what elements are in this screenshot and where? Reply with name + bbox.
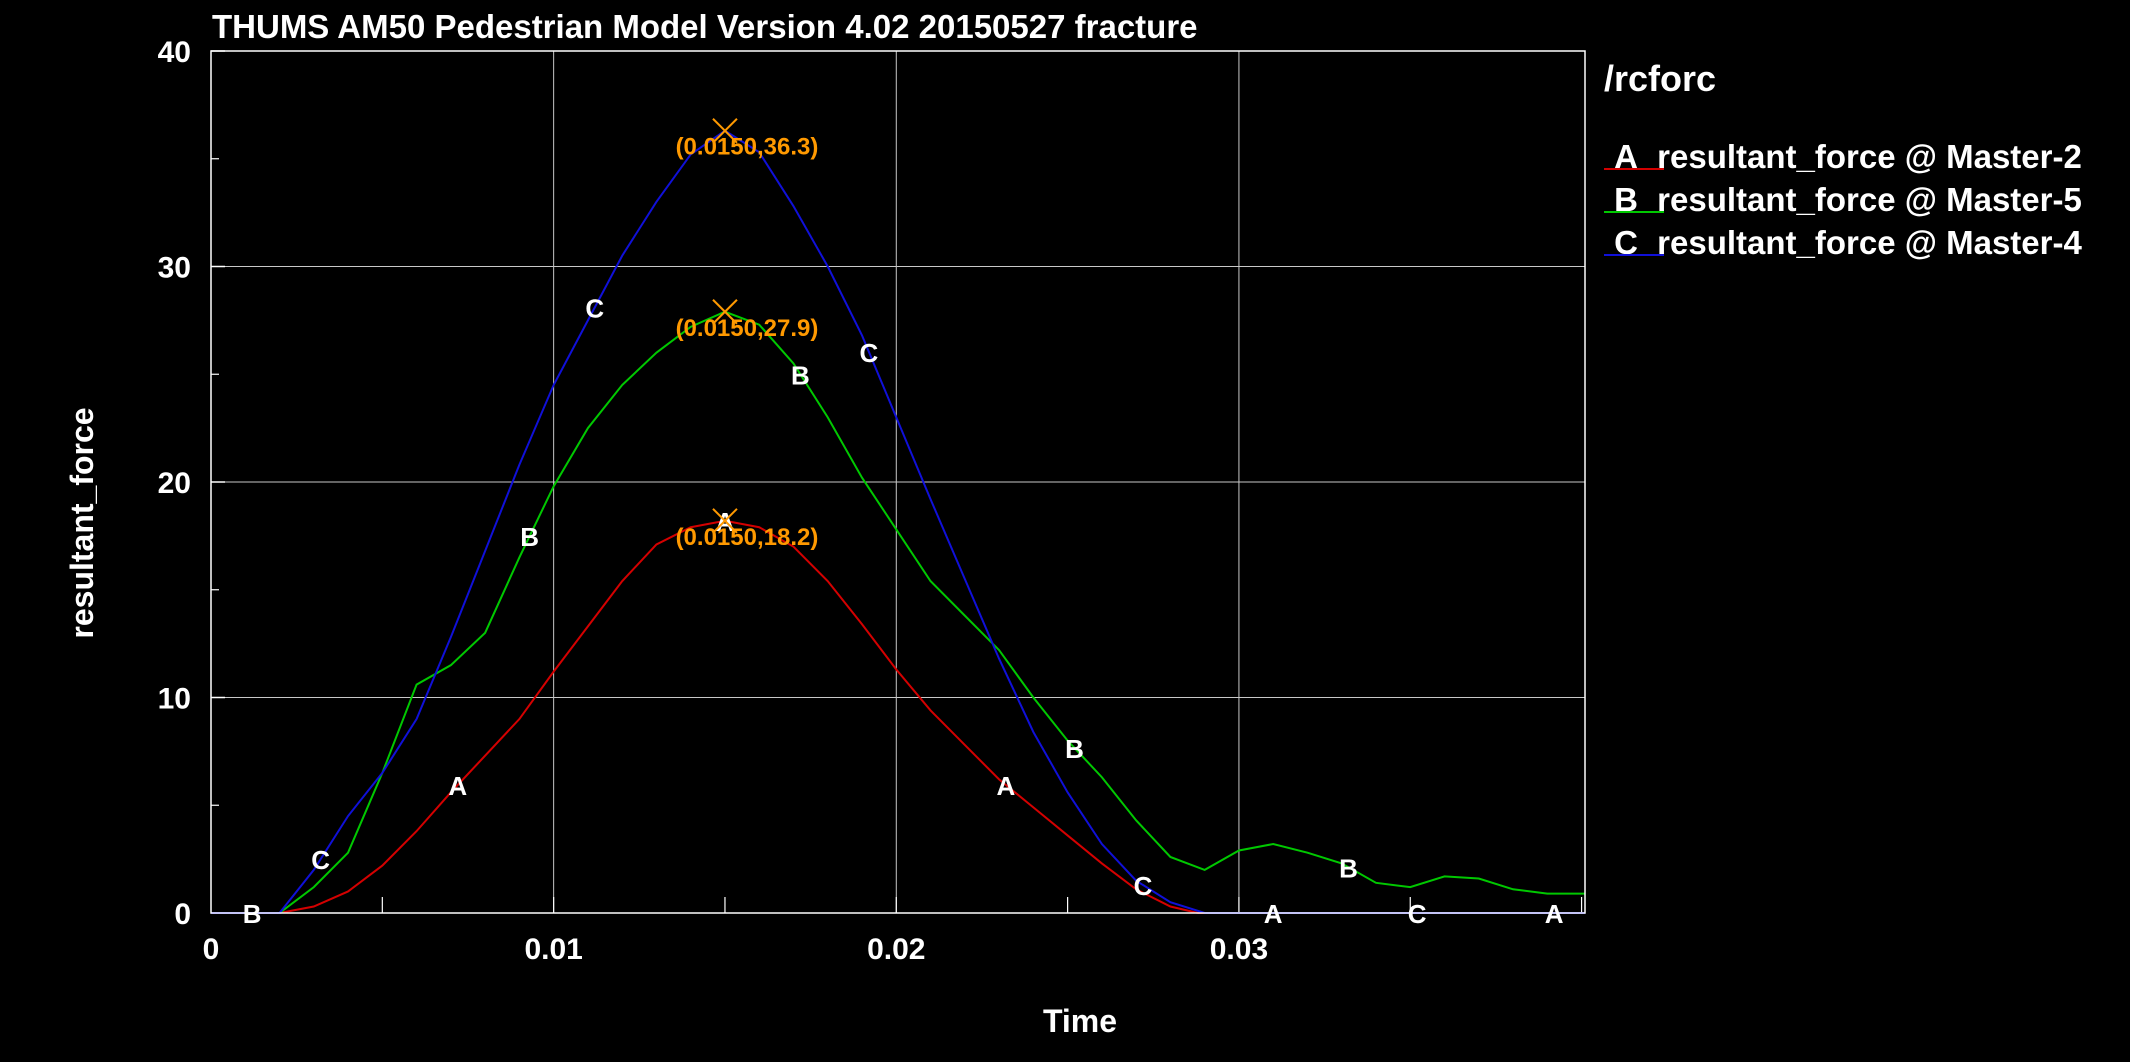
series-marker-label: C	[311, 845, 330, 875]
x-tick-label: 0.01	[524, 933, 582, 966]
peak-marker	[712, 299, 738, 325]
y-tick-label: 40	[158, 36, 191, 69]
x-tick-label: 0.02	[867, 933, 925, 966]
series-marker-label: B	[1065, 734, 1084, 764]
y-tick-label: 0	[174, 898, 191, 931]
legend-label-a: resultant_force @ Master-2	[1657, 138, 2082, 175]
y-tick-label: 20	[158, 467, 191, 500]
series-marker-label: B	[791, 360, 810, 390]
legend-line-a	[1604, 168, 1664, 170]
x-tick-label: 0	[203, 933, 220, 966]
series-marker-label: B	[520, 522, 539, 552]
series-line-c	[211, 129, 1585, 914]
legend-letter-c: C	[1614, 224, 1638, 261]
legend-item-c: C resultant_force @ Master-4	[1604, 224, 2082, 267]
plot-frame	[210, 50, 1586, 914]
legend-item-a: A resultant_force @ Master-2	[1604, 138, 2082, 181]
series-marker-label: A	[1545, 899, 1564, 929]
legend-title: /rcforc	[1604, 58, 1717, 99]
series-marker-label: A	[997, 771, 1016, 801]
series-line-a	[211, 519, 1585, 914]
legend-line-b	[1604, 211, 1664, 213]
y-axis-label: resultant_force	[64, 407, 100, 638]
series-marker-label: C	[1408, 899, 1427, 929]
y-tick-label: 30	[158, 252, 191, 285]
peak-annotation-label: (0.0150,18.2)	[676, 524, 819, 551]
series-lines	[211, 129, 1585, 914]
series-marker-label: B	[243, 899, 262, 929]
axis-ticks: 0 0.01 0.02 0.03 0 10 20 30 40	[158, 36, 1583, 966]
series-marker-label: B	[1339, 853, 1358, 883]
grid	[211, 51, 1585, 913]
legend-letter-a: A	[1614, 138, 1638, 175]
chart-title: THUMS AM50 Pedestrian Model Version 4.02…	[212, 8, 1198, 45]
series-marker-label: C	[859, 338, 878, 368]
series-marker-label: A	[1264, 899, 1283, 929]
peak-annotation-label: (0.0150,27.9)	[676, 315, 819, 342]
legend-item-b: B resultant_force @ Master-5	[1604, 181, 2082, 224]
series-line-b	[211, 310, 1585, 914]
legend-label-c: resultant_force @ Master-4	[1657, 224, 2082, 261]
peak-annotation-label: (0.0150,36.3)	[676, 134, 819, 161]
y-tick-label: 10	[158, 683, 191, 716]
peak-marker	[712, 118, 738, 144]
peak-annotations: (0.0150,36.3) (0.0150,27.9) (0.0150,18.2)	[676, 118, 819, 551]
x-axis-label: Time	[1043, 1003, 1117, 1039]
peak-marker	[712, 508, 738, 534]
series-marker-label: C	[585, 293, 604, 323]
series-marker-label: C	[1134, 871, 1153, 901]
legend: /rcforc A resultant_force @ Master-2 B r…	[1604, 58, 2082, 267]
x-tick-label: 0.03	[1210, 933, 1268, 966]
legend-label-b: resultant_force @ Master-5	[1657, 181, 2082, 218]
series-marker-labels: AAAAABBBBBCCCCC	[243, 293, 1564, 929]
series-marker-label: A	[448, 771, 467, 801]
legend-letter-b: B	[1614, 181, 1638, 218]
legend-line-c	[1604, 254, 1664, 256]
